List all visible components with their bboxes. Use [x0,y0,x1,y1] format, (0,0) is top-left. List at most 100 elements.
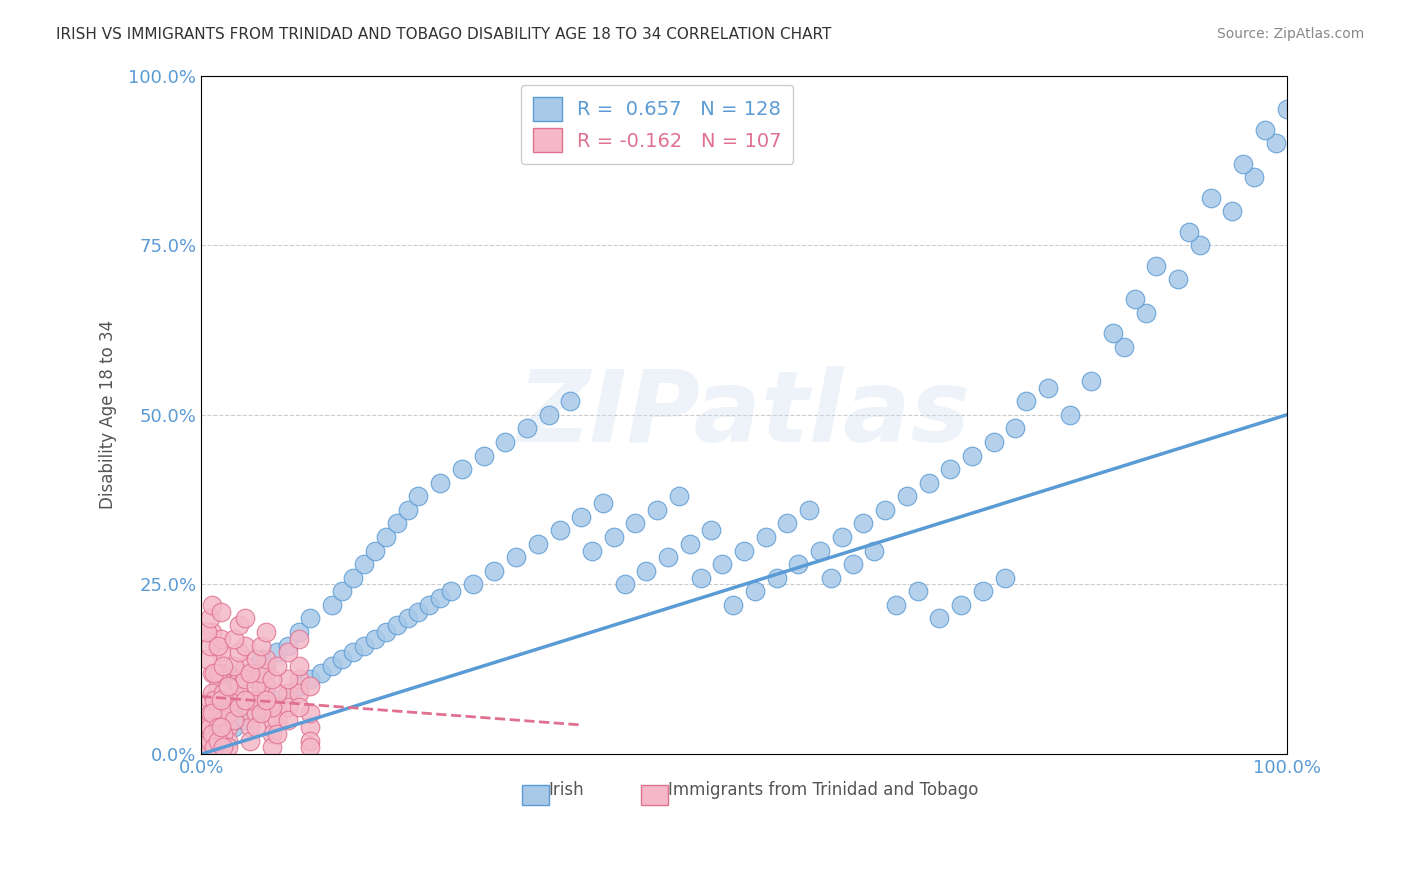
Point [201,727,224,741]
Point [201,686,224,700]
Point [494,434,516,449]
Point [668,489,690,503]
Point [222,659,245,673]
Point [212,727,235,741]
Point [222,686,245,700]
Point [222,632,245,646]
Point [228,673,250,687]
Point [195,624,218,639]
Point [560,394,582,409]
Point [245,673,267,687]
Point [202,706,225,721]
Point [700,523,723,537]
Point [209,645,232,659]
Point [288,679,311,693]
Point [228,645,250,659]
Point [207,665,229,680]
Point [603,530,626,544]
Text: Immigrants from Trinidad and Tobago: Immigrants from Trinidad and Tobago [668,780,979,799]
Point [548,523,571,537]
Point [217,665,239,680]
Point [917,475,939,490]
Point [484,564,506,578]
Point [245,720,267,734]
Point [928,611,950,625]
Point [569,509,592,524]
Point [875,503,897,517]
Point [209,699,232,714]
Point [288,673,311,687]
Point [298,611,321,625]
Point [239,706,262,721]
Point [321,598,343,612]
Point [195,740,218,755]
Point [245,706,267,721]
Point [256,699,278,714]
Point [222,693,245,707]
Point [195,727,218,741]
Point [636,564,658,578]
Point [209,693,232,707]
Point [256,665,278,680]
Point [228,679,250,693]
Point [217,679,239,693]
Point [233,693,256,707]
Point [288,624,311,639]
Point [212,727,235,741]
Point [250,693,273,707]
Point [201,665,224,680]
Point [592,496,614,510]
Point [239,733,262,747]
Point [201,706,224,721]
Point [863,543,886,558]
Point [250,679,273,693]
Point [1015,394,1038,409]
Point [277,673,299,687]
Point [260,699,283,714]
Point [972,584,994,599]
Point [1188,238,1211,252]
Point [787,557,810,571]
Point [1004,421,1026,435]
Point [207,720,229,734]
Point [217,740,239,755]
Point [195,727,218,741]
Point [657,550,679,565]
Point [212,659,235,673]
Point [202,733,225,747]
Point [1135,306,1157,320]
Point [983,434,1005,449]
Point [250,652,273,666]
Point [645,503,668,517]
Point [1123,293,1146,307]
Point [266,645,288,659]
Point [256,624,278,639]
Point [429,475,451,490]
Point [298,673,321,687]
Point [960,449,983,463]
Text: IRISH VS IMMIGRANTS FROM TRINIDAD AND TOBAGO DISABILITY AGE 18 TO 34 CORRELATION: IRISH VS IMMIGRANTS FROM TRINIDAD AND TO… [56,27,831,42]
FancyBboxPatch shape [522,785,548,805]
Point [201,598,224,612]
Point [212,713,235,727]
Point [450,462,472,476]
Point [239,706,262,721]
Point [198,639,221,653]
Point [207,679,229,693]
Point [1254,123,1277,137]
Point [1167,272,1189,286]
Point [374,624,396,639]
Point [711,557,734,571]
Point [374,530,396,544]
Point [195,652,218,666]
Point [907,584,929,599]
Point [1178,225,1201,239]
Point [1264,136,1286,151]
Point [266,686,288,700]
Point [256,652,278,666]
Point [298,733,321,747]
Point [212,740,235,755]
Point [277,699,299,714]
Point [385,618,408,632]
Point [277,686,299,700]
